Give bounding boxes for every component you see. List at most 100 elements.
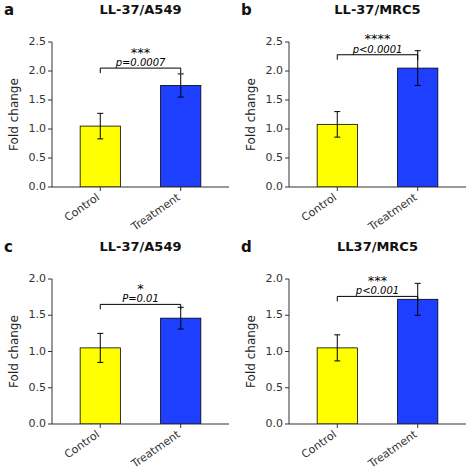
x-tick <box>180 187 181 191</box>
y-tick <box>48 315 52 316</box>
y-tick <box>48 424 52 425</box>
y-tick-label: 1.0 <box>266 122 284 135</box>
y-axis-label: Fold change <box>244 315 258 388</box>
panel: 0.00.51.01.52.02.5ControlTreatmentp=0.00… <box>4 1 229 234</box>
y-tick-label: 0.5 <box>266 381 284 394</box>
x-tick <box>100 187 101 191</box>
error-cap <box>97 333 103 334</box>
x-tick-label: Treatment <box>128 427 183 471</box>
y-tick-label: 0.5 <box>266 151 284 164</box>
error-cap <box>97 138 103 139</box>
y-tick <box>285 424 289 425</box>
panel: 0.00.51.01.52.0ControlTreatmentp<0.001**… <box>241 238 466 471</box>
y-tick-label: 2.0 <box>266 64 284 77</box>
significance-stars: *** <box>131 45 151 60</box>
bar <box>161 86 201 188</box>
error-line <box>180 307 181 329</box>
marks <box>80 304 201 424</box>
error-bar <box>334 112 340 138</box>
y-tick-label: 0.0 <box>266 417 284 430</box>
x-tick-label: Treatment <box>128 190 183 234</box>
y-tick <box>48 129 52 130</box>
error-cap <box>334 111 340 112</box>
y-tick-label: 0.5 <box>29 381 47 394</box>
y-tick <box>48 351 52 352</box>
panel-label: d <box>241 238 252 256</box>
y-tick <box>285 158 289 159</box>
x-tick <box>337 424 338 428</box>
y-tick-label: 0.0 <box>266 180 284 193</box>
y-tick <box>285 100 289 101</box>
marks <box>317 51 438 187</box>
y-tick <box>285 387 289 388</box>
y-tick-label: 2.0 <box>266 272 284 285</box>
y-tick <box>285 129 289 130</box>
panel: 0.00.51.01.52.0ControlTreatmentP=0.01*Fo… <box>4 238 229 471</box>
significance-bracket <box>100 304 180 309</box>
panel-title: LL37/MRC5 <box>337 239 418 254</box>
panel-label: b <box>241 1 252 19</box>
bar <box>398 68 438 187</box>
y-tick <box>48 42 52 43</box>
marks <box>80 68 201 187</box>
error-cap <box>178 97 184 98</box>
x-tick <box>417 187 418 191</box>
y-axis-label: Fold change <box>7 315 21 388</box>
marks <box>317 283 438 424</box>
x-axis <box>52 424 229 425</box>
significance-bracket <box>337 296 417 301</box>
y-tick-label: 2.0 <box>29 64 47 77</box>
x-tick <box>100 424 101 428</box>
y-tick-label: 1.0 <box>266 345 284 358</box>
significance-stars: * <box>137 281 144 296</box>
y-tick <box>48 387 52 388</box>
y-tick <box>48 100 52 101</box>
y-tick <box>285 71 289 72</box>
error-cap <box>415 85 421 86</box>
y-tick <box>285 279 289 280</box>
y-tick-label: 1.0 <box>29 122 47 135</box>
error-bar <box>178 307 184 329</box>
panel-title: LL-37/MRC5 <box>334 2 420 17</box>
y-tick-label: 1.5 <box>29 93 47 106</box>
error-line <box>180 74 181 97</box>
error-bar <box>334 335 340 361</box>
x-tick <box>337 187 338 191</box>
error-cap <box>415 50 421 51</box>
error-cap <box>334 360 340 361</box>
significance-bracket <box>100 68 180 73</box>
error-cap <box>178 329 184 330</box>
y-tick <box>285 187 289 188</box>
y-axis <box>289 42 290 187</box>
y-tick <box>48 279 52 280</box>
y-tick <box>285 42 289 43</box>
y-tick <box>48 158 52 159</box>
significance-stars: *** <box>368 273 388 288</box>
error-cap <box>415 315 421 316</box>
y-axis <box>52 279 53 424</box>
bar <box>398 299 438 424</box>
x-tick-label: Control <box>299 191 339 224</box>
y-tick-label: 2.0 <box>29 272 47 285</box>
panel-label: c <box>4 238 13 256</box>
x-axis <box>52 187 229 188</box>
error-cap <box>97 362 103 363</box>
y-tick-label: 1.5 <box>266 93 284 106</box>
x-tick-label: Control <box>62 191 102 224</box>
y-axis <box>289 279 290 424</box>
y-axis-label: Fold change <box>244 78 258 151</box>
error-bar <box>97 333 103 362</box>
y-tick-label: 0.0 <box>29 180 47 193</box>
x-tick-label: Control <box>62 428 102 461</box>
panel-label: a <box>4 1 14 19</box>
y-tick <box>285 351 289 352</box>
y-tick-label: 2.5 <box>29 35 47 48</box>
x-axis <box>289 424 466 425</box>
x-tick-label: Treatment <box>365 427 420 471</box>
error-bar <box>178 74 184 97</box>
x-tick-label: Treatment <box>365 190 420 234</box>
y-tick-label: 1.0 <box>29 345 47 358</box>
x-tick-label: Control <box>299 428 339 461</box>
y-tick-label: 1.5 <box>29 308 47 321</box>
bar <box>161 318 201 424</box>
